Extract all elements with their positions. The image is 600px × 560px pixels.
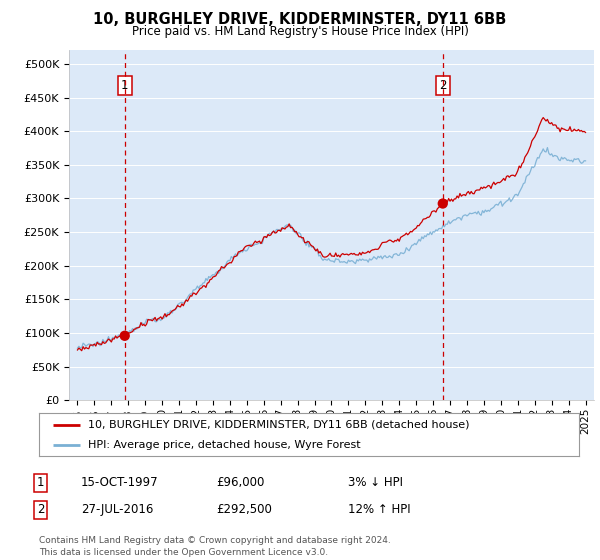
Text: 1: 1 <box>121 79 128 92</box>
Text: HPI: Average price, detached house, Wyre Forest: HPI: Average price, detached house, Wyre… <box>88 440 360 450</box>
Text: £292,500: £292,500 <box>216 503 272 516</box>
Text: 2: 2 <box>37 503 44 516</box>
Text: 2: 2 <box>439 79 446 92</box>
Text: 1: 1 <box>37 476 44 489</box>
Text: 3% ↓ HPI: 3% ↓ HPI <box>348 476 403 489</box>
Point <box>120 332 130 340</box>
Text: £96,000: £96,000 <box>216 476 265 489</box>
Text: Price paid vs. HM Land Registry's House Price Index (HPI): Price paid vs. HM Land Registry's House … <box>131 25 469 38</box>
Text: 10, BURGHLEY DRIVE, KIDDERMINSTER, DY11 6BB: 10, BURGHLEY DRIVE, KIDDERMINSTER, DY11 … <box>94 12 506 27</box>
Point <box>438 199 448 208</box>
Text: 15-OCT-1997: 15-OCT-1997 <box>81 476 158 489</box>
Text: 10, BURGHLEY DRIVE, KIDDERMINSTER, DY11 6BB (detached house): 10, BURGHLEY DRIVE, KIDDERMINSTER, DY11 … <box>88 419 469 430</box>
Text: 12% ↑ HPI: 12% ↑ HPI <box>348 503 410 516</box>
Text: Contains HM Land Registry data © Crown copyright and database right 2024.
This d: Contains HM Land Registry data © Crown c… <box>39 536 391 557</box>
Text: 27-JUL-2016: 27-JUL-2016 <box>81 503 154 516</box>
